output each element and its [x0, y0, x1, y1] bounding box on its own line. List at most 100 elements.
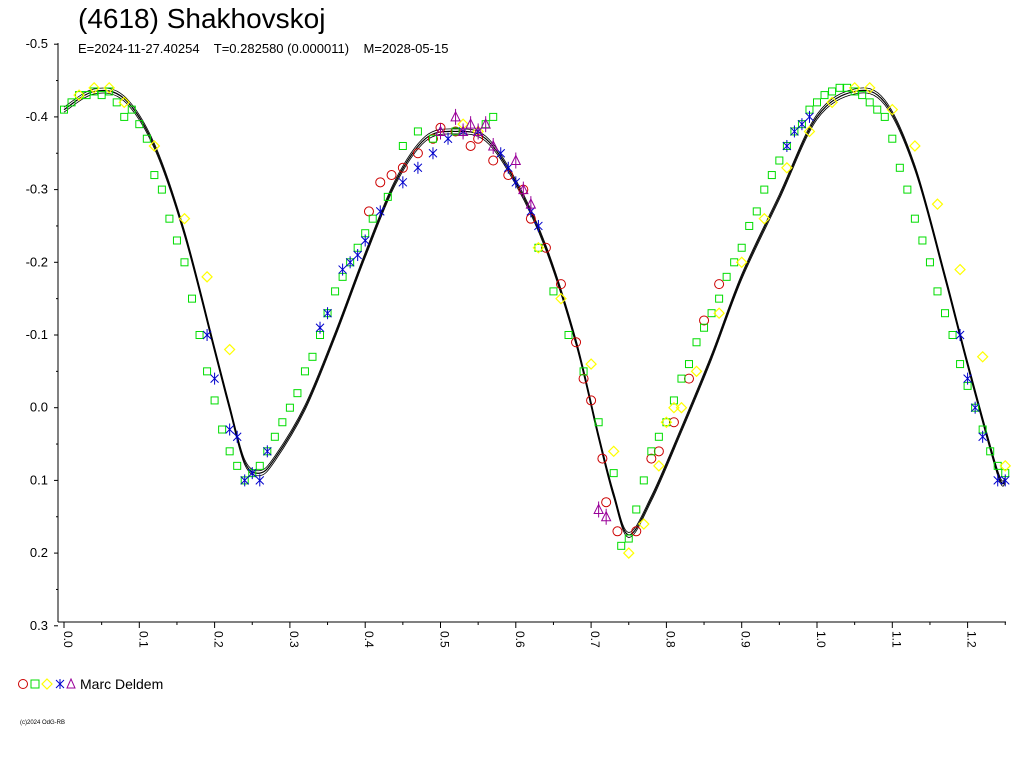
legend-square-marker	[30, 679, 40, 689]
circle-point	[597, 453, 608, 464]
triangle-point	[487, 137, 499, 154]
square-point	[956, 360, 965, 369]
legend: Marc Deldem	[18, 675, 163, 693]
diamond-point	[999, 460, 1012, 472]
x-tick-label: 0.1	[136, 631, 150, 648]
diamond-point	[713, 307, 725, 320]
triangle-point	[465, 116, 476, 133]
star-point	[225, 423, 235, 436]
square-point	[594, 418, 603, 427]
triangle-point	[525, 196, 537, 213]
square-point	[383, 192, 392, 201]
x-tick-label: 0.2	[212, 631, 226, 648]
y-tick-label: 0.0	[30, 400, 48, 415]
square-point	[873, 105, 882, 114]
square-point	[534, 243, 543, 252]
square-point	[647, 447, 656, 456]
legend-markers	[18, 677, 76, 690]
data-points-layer	[60, 81, 1012, 559]
circle-point	[363, 206, 374, 217]
star-point	[247, 467, 257, 480]
diamond-point	[758, 212, 771, 225]
x-tick-label: 0.4	[362, 631, 376, 648]
square-point	[255, 461, 264, 470]
star-point	[315, 321, 325, 334]
circle-point	[646, 453, 657, 464]
circle-point	[683, 373, 694, 384]
diamond-point	[201, 270, 213, 283]
legend-observer-name: Marc Deldem	[80, 676, 164, 692]
square-point	[278, 418, 287, 427]
star-point	[360, 234, 370, 247]
star-point	[323, 307, 332, 320]
star-point	[963, 372, 972, 385]
square-point	[150, 171, 159, 180]
square-point	[195, 331, 204, 339]
star-point	[534, 219, 543, 232]
diamond-point	[555, 292, 567, 305]
diamond-point	[103, 81, 116, 94]
diamond-point	[954, 263, 966, 276]
square-point	[760, 185, 769, 194]
y-tick-label: -0.3	[26, 182, 48, 197]
square-point	[715, 294, 724, 303]
triangle-point	[510, 152, 522, 169]
square-point	[97, 91, 106, 100]
y-tick-label: 0.2	[30, 545, 48, 560]
circle-point	[427, 133, 438, 144]
legend-star-marker	[55, 679, 65, 689]
square-point	[677, 374, 686, 383]
diamond-point	[976, 350, 989, 363]
square-point	[813, 98, 821, 107]
star-point	[428, 147, 438, 160]
star-point	[338, 263, 347, 276]
x-tick-label: 0.9	[739, 631, 753, 648]
square-point	[941, 309, 950, 318]
star-point	[782, 139, 792, 152]
fit-curve-layer	[63, 87, 1006, 538]
y-tick-label: 0.1	[30, 472, 48, 487]
triangle-point	[600, 508, 612, 525]
square-point	[609, 469, 618, 478]
circle-point	[714, 279, 725, 290]
diamond-point	[637, 518, 650, 530]
square-point	[188, 294, 197, 303]
square-point	[142, 134, 151, 143]
diamond-point	[88, 81, 100, 94]
diamond-point	[660, 416, 673, 429]
square-point	[888, 134, 897, 143]
square-point	[828, 87, 837, 96]
x-tick-label: 1.0	[814, 631, 828, 648]
diamond-point	[781, 161, 793, 174]
diamond-point	[826, 96, 838, 109]
star-point	[240, 474, 250, 487]
square-point	[662, 418, 671, 427]
star-point	[202, 329, 212, 341]
square-point	[993, 461, 1002, 470]
x-tick-label: 0.7	[588, 631, 602, 648]
square-point	[172, 236, 181, 245]
square-point	[398, 141, 407, 150]
copyright-note: (c)2024 OdG-RB	[20, 720, 66, 726]
square-point	[895, 163, 904, 172]
square-point	[617, 541, 626, 550]
circle-point	[653, 446, 664, 457]
fit-curve	[63, 89, 1006, 536]
y-tick-label: -0.2	[26, 254, 48, 269]
x-tick-label: 0.0	[61, 631, 75, 648]
axes: -0.5 -0.4 -0.3 -0.2 -0.1 0.0 0.1 0.2 0.3 0.0 0.1 0.…	[26, 36, 1006, 648]
diamond-point	[178, 212, 191, 225]
y-tick-label: 0.3	[30, 618, 48, 633]
square-point	[820, 91, 829, 100]
square-point	[218, 425, 227, 434]
square-point	[60, 105, 68, 114]
diamond-point	[863, 81, 876, 94]
square-point	[632, 505, 641, 514]
square-point	[692, 338, 701, 347]
x-tick-label: 0.6	[513, 631, 527, 648]
square-point	[775, 156, 784, 165]
square-point	[865, 98, 874, 107]
diamond-point	[223, 343, 236, 356]
star-point	[353, 249, 363, 262]
